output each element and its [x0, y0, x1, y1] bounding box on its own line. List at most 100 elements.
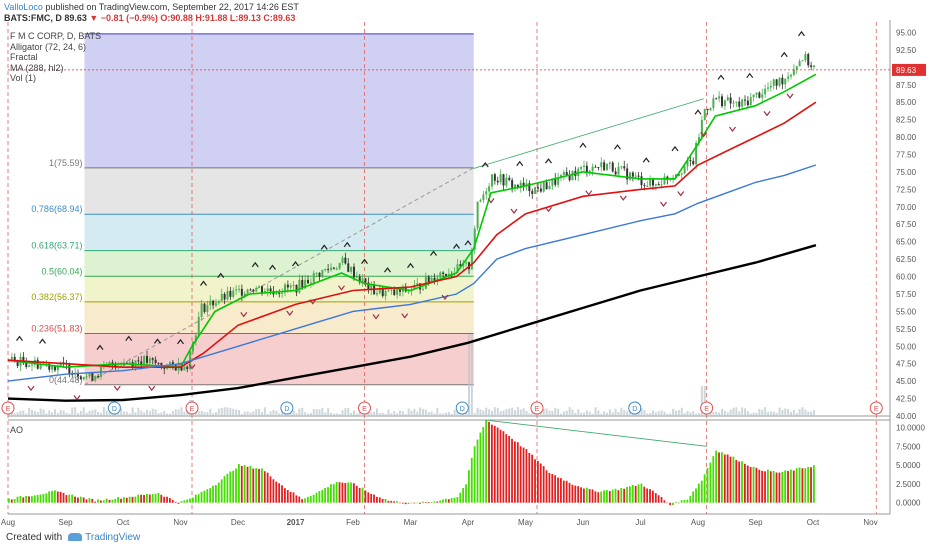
volume-bar	[775, 412, 778, 416]
volume-bar	[22, 410, 25, 416]
candle-body	[347, 263, 350, 272]
volume-bar	[120, 408, 123, 416]
ao-bar	[430, 501, 433, 503]
volume-bar	[689, 412, 692, 416]
fib-zone	[84, 250, 474, 277]
candle-body	[614, 171, 617, 175]
volume-bar	[718, 412, 721, 416]
ao-bar	[166, 496, 168, 503]
candle-body	[217, 301, 220, 304]
ohlc-values: O:90.88 H:91.88 L:89.13 C:89.63	[160, 13, 296, 23]
ao-bar	[94, 501, 97, 503]
volume-bar	[125, 411, 128, 416]
fib-level-label: 0.618(63.71)	[31, 241, 82, 251]
volume-bar	[522, 408, 525, 416]
volume-bar	[652, 410, 654, 416]
candle-body	[580, 166, 583, 169]
ao-bar	[28, 496, 30, 503]
volume-bar	[255, 409, 258, 416]
price-tick-label: 85.00	[896, 98, 917, 107]
ao-bar	[163, 496, 166, 503]
ao-bar	[551, 473, 554, 503]
volume-bar	[278, 413, 281, 416]
ao-bar	[51, 490, 53, 503]
candle-body	[134, 360, 137, 367]
candle-body	[597, 167, 600, 169]
fib-level-label: 0.382(56.37)	[31, 292, 82, 302]
volume-bar	[212, 413, 215, 416]
study-legend: F M C CORP, D, BATS Alligator (72, 24, 6…	[10, 31, 101, 84]
ao-bar	[410, 502, 413, 504]
volume-bar	[580, 412, 583, 416]
volume-bar	[700, 386, 703, 416]
candle-body	[571, 170, 574, 181]
ao-tick-label: 7.5000	[896, 442, 921, 451]
ao-bar	[568, 482, 571, 503]
earnings-marker-label: E	[362, 406, 367, 413]
candle-body	[275, 292, 278, 295]
candle-body	[554, 178, 557, 185]
ao-bar	[189, 498, 191, 503]
candle-body	[358, 276, 361, 283]
ao-bar	[33, 495, 36, 503]
candle-body	[723, 100, 726, 106]
candle-body	[200, 303, 203, 317]
author-link[interactable]: ValloLoco	[4, 2, 43, 12]
candle-body	[157, 362, 160, 364]
ao-bar	[470, 457, 473, 503]
volume-bar	[48, 410, 51, 416]
candle-body	[263, 291, 266, 293]
ao-bar	[238, 464, 240, 503]
volume-bar	[74, 407, 77, 416]
fractal-up-icon	[481, 161, 489, 168]
candle-body	[137, 360, 140, 362]
ao-bar	[183, 500, 186, 503]
candle-body	[298, 279, 301, 293]
ao-legend[interactable]: AO	[10, 425, 24, 435]
legend-volume[interactable]: Vol (1)	[10, 73, 37, 84]
ao-bar	[804, 468, 807, 503]
candle-body	[752, 94, 755, 98]
dividend-marker-label: D	[632, 406, 637, 413]
fractal-up-icon	[96, 344, 104, 351]
candle-body	[712, 98, 715, 109]
volume-bar	[528, 413, 531, 416]
dividend-marker-icon	[455, 401, 469, 415]
ao-bar	[123, 497, 125, 503]
ao-bar	[508, 436, 511, 503]
candle-body	[706, 109, 709, 111]
ao-bar	[85, 499, 88, 503]
candle-body	[606, 163, 608, 171]
volume-bar	[491, 410, 493, 416]
price-tick-label: 72.50	[896, 185, 917, 194]
candle-body	[192, 341, 194, 352]
volume-bar	[675, 410, 677, 416]
candle-body	[430, 277, 433, 283]
time-tick-label: Aug	[691, 518, 705, 527]
tradingview-brand[interactable]: TradingView	[85, 532, 141, 543]
ao-bar	[721, 452, 723, 503]
volume-bar	[140, 410, 143, 416]
ao-bar	[312, 494, 315, 503]
volume-bar	[585, 410, 588, 416]
fractal-up-icon	[361, 258, 368, 265]
fractal-down-icon	[372, 314, 380, 320]
price-tick-label: 80.00	[896, 133, 917, 142]
volume-bar	[416, 411, 419, 416]
volume-bar	[488, 409, 491, 416]
ao-bar	[557, 477, 559, 503]
ao-bar	[456, 497, 459, 503]
fractal-down-icon	[660, 201, 667, 208]
volume-bar	[752, 412, 755, 416]
candle-body	[295, 284, 298, 293]
dividend-marker-icon	[280, 401, 294, 415]
ao-bar	[689, 495, 692, 503]
candle-body	[13, 356, 16, 361]
legend-ma[interactable]: MA (288, hl2)	[10, 62, 64, 73]
fractal-up-icon	[746, 72, 754, 79]
ao-bar	[631, 484, 634, 503]
ao-bar	[396, 501, 398, 503]
legend-alligator[interactable]: Alligator (72, 24, 6)	[10, 41, 87, 52]
legend-fractal[interactable]: Fractal	[10, 52, 38, 63]
